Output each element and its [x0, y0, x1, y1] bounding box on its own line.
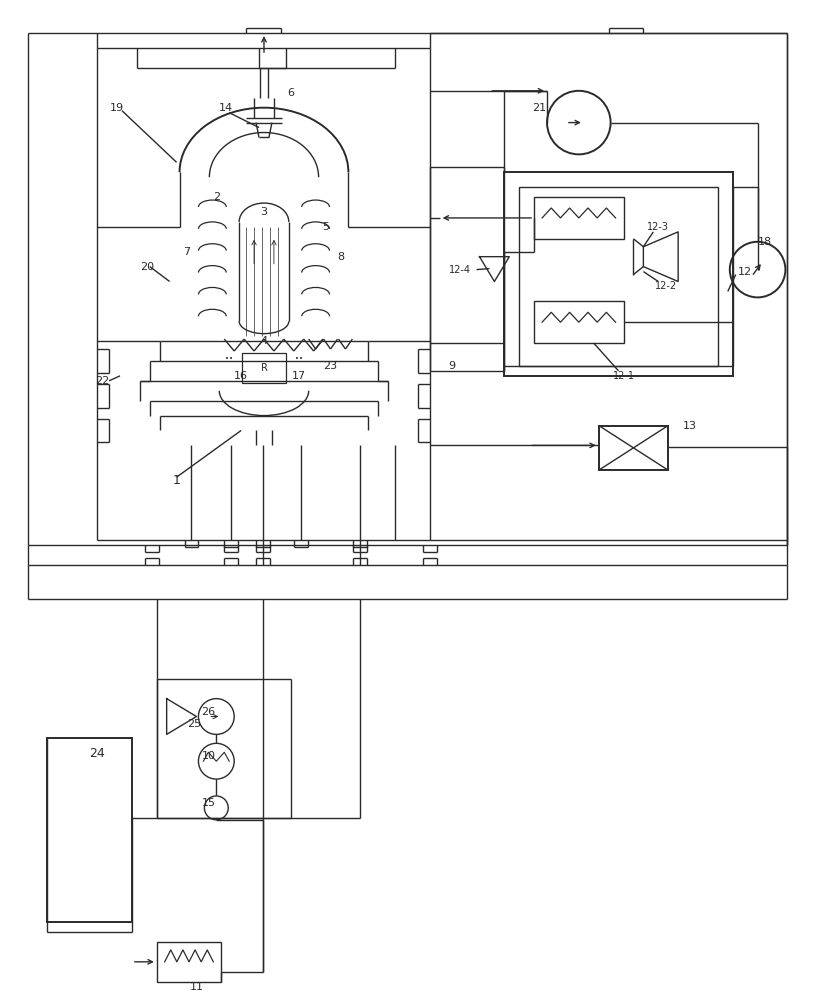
Text: 20: 20 — [139, 262, 154, 272]
Text: 24: 24 — [89, 747, 105, 760]
Text: 9: 9 — [448, 361, 456, 371]
Text: 19: 19 — [110, 103, 124, 113]
Bar — [242, 353, 286, 383]
Bar — [519, 187, 718, 366]
Text: 23: 23 — [324, 361, 337, 371]
Polygon shape — [166, 699, 196, 734]
Bar — [599, 426, 668, 470]
Bar — [47, 738, 132, 922]
Text: ••: •• — [225, 356, 233, 362]
Text: 1: 1 — [173, 474, 180, 487]
Text: 6: 6 — [288, 88, 294, 98]
Text: 5: 5 — [322, 222, 329, 232]
Text: 11: 11 — [189, 982, 204, 992]
Text: 3: 3 — [261, 207, 267, 217]
Text: 4: 4 — [261, 336, 267, 346]
Text: 2: 2 — [213, 192, 220, 202]
Text: 21: 21 — [532, 103, 546, 113]
Text: 17: 17 — [292, 371, 306, 381]
Text: 16: 16 — [234, 371, 248, 381]
Bar — [534, 301, 623, 343]
Text: 12-2: 12-2 — [655, 281, 677, 291]
Text: 10: 10 — [201, 751, 215, 761]
Text: 26: 26 — [201, 707, 215, 717]
Bar — [504, 172, 733, 376]
Text: R: R — [261, 363, 267, 373]
Text: 12-4: 12-4 — [448, 265, 470, 275]
Text: 12-1: 12-1 — [613, 371, 635, 381]
Text: 18: 18 — [758, 237, 772, 247]
Text: 15: 15 — [201, 798, 215, 808]
Text: 13: 13 — [683, 421, 697, 431]
Bar — [534, 197, 623, 239]
Text: 8: 8 — [337, 252, 344, 262]
Text: 12-3: 12-3 — [647, 222, 669, 232]
Text: 22: 22 — [95, 376, 109, 386]
Text: ••: •• — [295, 356, 302, 362]
Text: 12: 12 — [738, 267, 752, 277]
Text: 7: 7 — [183, 247, 190, 257]
Text: 25: 25 — [187, 719, 201, 729]
Bar — [156, 942, 222, 982]
Text: 14: 14 — [219, 103, 233, 113]
